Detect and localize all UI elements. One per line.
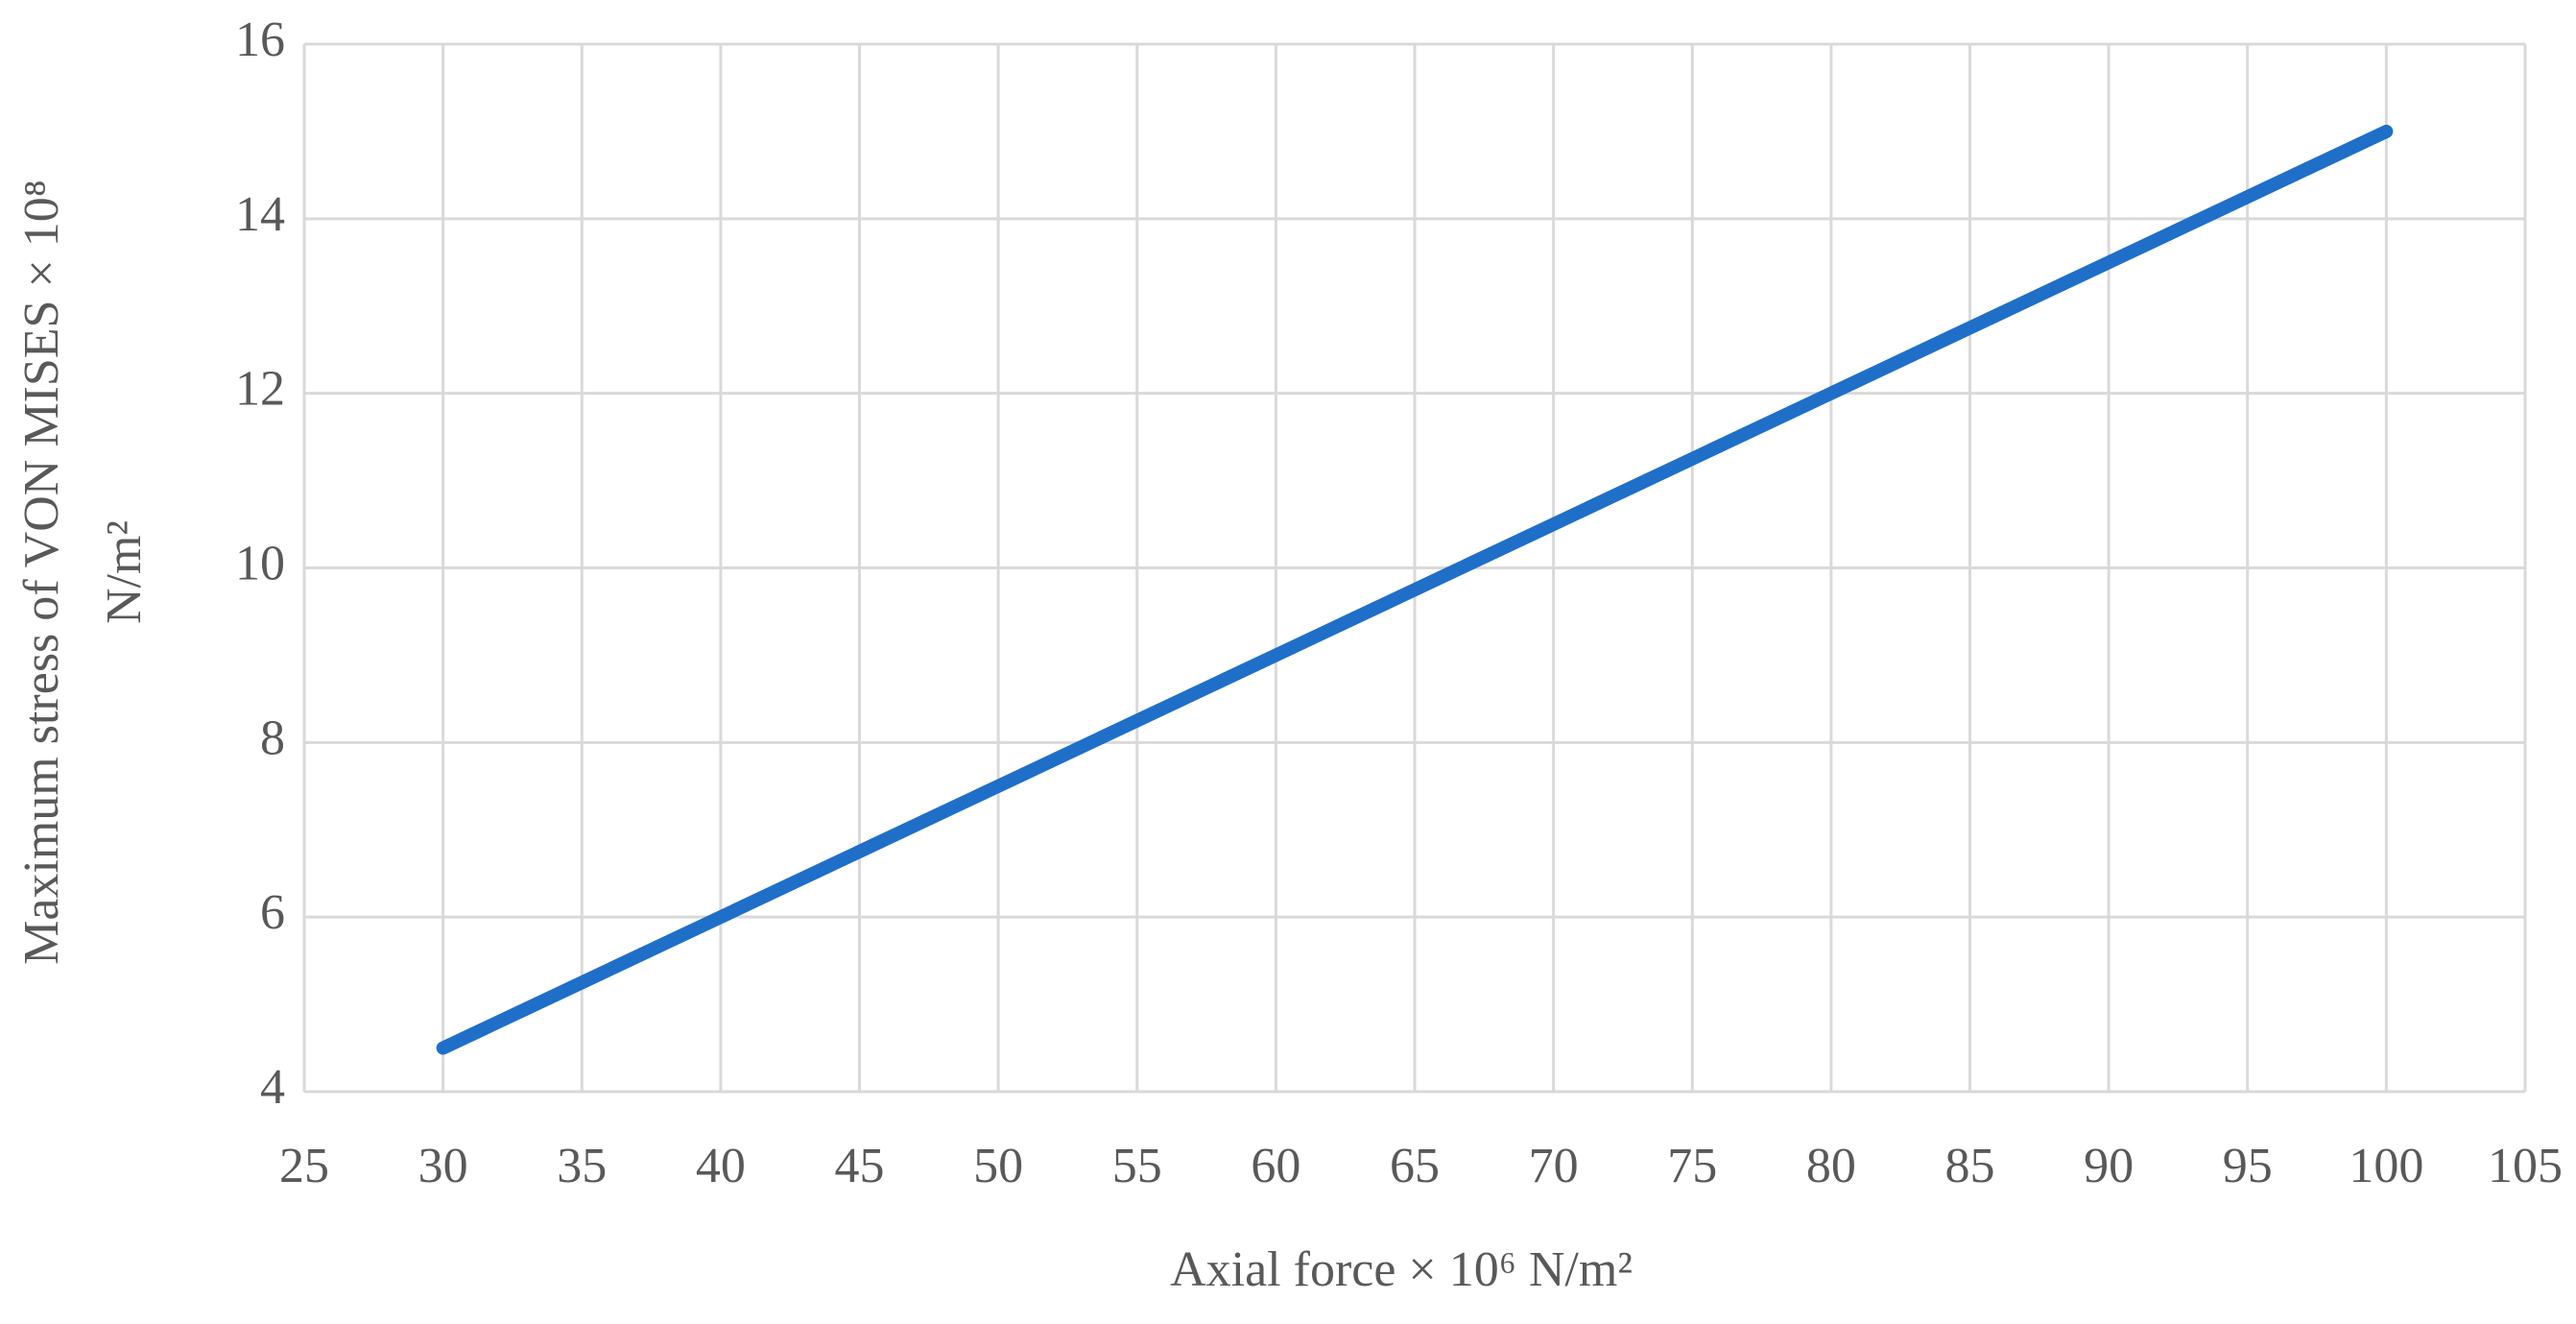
y-tick-label: 8: [260, 710, 285, 765]
x-tick-label: 35: [557, 1139, 607, 1193]
x-tick-label: 95: [2223, 1139, 2273, 1193]
x-tick-label: 30: [418, 1139, 468, 1193]
x-axis-title: Axial force × 10⁶ N/m²: [1170, 1242, 1633, 1297]
y-tick-label: 16: [235, 12, 285, 67]
x-tick-label: 70: [1529, 1139, 1579, 1193]
x-tick-label: 25: [279, 1139, 329, 1193]
x-tick-label: 45: [835, 1139, 885, 1193]
y-tick-label: 14: [235, 187, 285, 242]
x-tick-label: 80: [1806, 1139, 1856, 1193]
x-tick-label: 60: [1251, 1139, 1300, 1193]
x-tick-label: 50: [973, 1139, 1023, 1193]
x-tick-label: 65: [1390, 1139, 1440, 1193]
y-axis-title: N/m²: [97, 520, 152, 624]
y-axis-title: Maximum stress of VON MISES × 10⁸: [14, 180, 69, 965]
line: [436, 124, 2394, 1055]
x-tick-label: 105: [2488, 1139, 2563, 1193]
x-tick-label: 85: [1945, 1139, 1995, 1193]
x-tick-label: 75: [1667, 1139, 1717, 1193]
x-tick-label: 55: [1112, 1139, 1162, 1193]
y-tick-label: 6: [260, 885, 285, 940]
y-tick-label: 10: [235, 536, 285, 590]
x-tick-label: 40: [696, 1139, 746, 1193]
x-tick-label: 100: [2349, 1139, 2423, 1193]
y-tick-label: 12: [235, 362, 285, 417]
y-tick-label: 4: [260, 1060, 285, 1115]
x-tick-label: 90: [2084, 1139, 2134, 1193]
